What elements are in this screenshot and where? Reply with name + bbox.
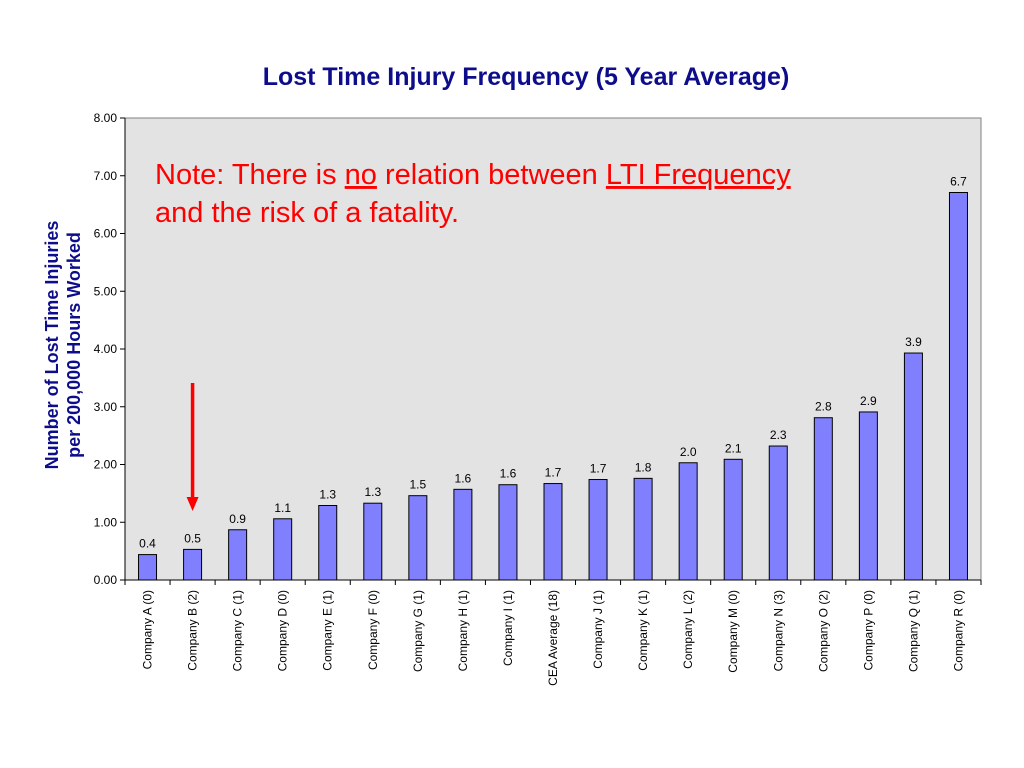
y-axis-label-line-2: per 200,000 Hours Worked: [64, 232, 84, 458]
bar-data-label: 6.7: [950, 174, 967, 188]
y-axis: 0.00 1.00 2.00 3.00 4.00 5.00 6.00 7.00 8.00: [94, 111, 126, 587]
note-segment: and the risk of a fatality.: [155, 197, 459, 229]
bar: [633, 477, 653, 581]
bar-series: [138, 191, 968, 581]
y-tick-label: 1.00: [94, 515, 118, 529]
x-tick-label: Company J (1): [591, 590, 605, 669]
x-tick-label: Company A (0): [141, 590, 155, 669]
bar: [588, 479, 608, 581]
bar: [858, 411, 878, 581]
x-tick-label: Company D (0): [276, 590, 290, 671]
y-tick-label: 5.00: [94, 284, 118, 298]
bar-data-label: 0.9: [229, 512, 246, 526]
bar: [138, 554, 158, 581]
note-segment: relation between: [377, 159, 606, 191]
x-tick-label: Company C (1): [231, 590, 245, 671]
bar-data-label: 2.9: [860, 394, 877, 408]
bar: [498, 484, 518, 581]
bar-data-label: 2.8: [815, 400, 832, 414]
bar-data-label: 3.9: [905, 335, 922, 349]
annotation-note-line-2: and the risk of a fatality.: [155, 197, 459, 229]
x-tick-label: Company N (3): [771, 590, 785, 671]
bar-data-label: 1.1: [274, 501, 291, 515]
x-tick-label: Company P (0): [861, 590, 875, 670]
y-tick-label: 0.00: [94, 573, 118, 587]
bar: [768, 445, 788, 581]
bar: [948, 191, 968, 581]
x-axis: [124, 579, 982, 585]
chart-title: Lost Time Injury Frequency (5 Year Avera…: [263, 63, 790, 91]
bar: [183, 548, 203, 581]
bar: [363, 502, 383, 581]
x-tick-label: Company I (1): [501, 590, 515, 666]
note-segment: Note: There is: [155, 159, 345, 191]
x-tick-label: Company B (2): [186, 590, 200, 671]
x-tick-label: Company E (1): [321, 590, 335, 671]
bar-data-label: 1.3: [319, 488, 336, 502]
y-tick-label: 7.00: [94, 169, 118, 183]
y-axis-label: Number of Lost Time Injuries per 200,000…: [42, 221, 84, 470]
bar: [543, 483, 563, 581]
annotation-note: Note: There is no relation between LTI F…: [155, 159, 791, 191]
bar-data-label: 1.7: [590, 462, 607, 476]
bar-data-label: 1.7: [545, 466, 562, 480]
x-tick-label: CEA Average (18): [546, 590, 560, 686]
bar: [318, 505, 338, 581]
bar-data-label: 2.0: [680, 445, 697, 459]
y-axis-label-line-1: Number of Lost Time Injuries: [42, 221, 62, 470]
x-tick-label: Company G (1): [411, 590, 425, 672]
y-tick-label: 2.00: [94, 458, 118, 472]
note-emphasis: LTI Frequency: [606, 159, 791, 191]
y-tick-label: 4.00: [94, 342, 118, 356]
x-tick-label: Company R (0): [951, 590, 965, 671]
y-tick-label: 8.00: [94, 111, 118, 125]
note-emphasis: no: [345, 159, 377, 191]
bar-data-label: 1.6: [455, 471, 472, 485]
x-tick-label: Company Q (1): [906, 590, 920, 672]
bar-data-label: 0.5: [184, 531, 201, 545]
bar: [273, 518, 293, 581]
x-tick-label: Company L (2): [681, 590, 695, 669]
x-tick-label: Company H (1): [456, 590, 470, 671]
bar-data-label: 1.6: [500, 467, 517, 481]
x-tick-labels: Company A (0) Company B (2) Company C (1) C…: [141, 590, 966, 686]
highlight-arrow: [186, 383, 199, 511]
x-tick-label: Company O (2): [816, 590, 830, 672]
bar: [678, 462, 698, 581]
bar: [723, 458, 743, 581]
bar-data-label: 1.8: [635, 460, 652, 474]
y-tick-label: 6.00: [94, 227, 118, 241]
bar-data-label: 2.3: [770, 428, 787, 442]
arrow-head: [186, 497, 199, 511]
bar: [813, 417, 833, 581]
bar: [408, 495, 428, 581]
bar: [228, 529, 248, 581]
x-tick-label: Company K (1): [636, 590, 650, 671]
bar-data-label: 2.1: [725, 441, 742, 455]
x-tick-label: Company M (0): [726, 590, 740, 673]
bar: [903, 352, 923, 581]
data-labels: 0.4 0.5 0.9 1.1 1.3 1.3 1.5 1.6 1.6 1.7 1.7 1.8 2.0 2…: [139, 174, 967, 550]
bar-data-label: 1.3: [364, 485, 381, 499]
bar-data-label: 0.4: [139, 537, 156, 551]
bar-data-label: 1.5: [409, 478, 426, 492]
y-tick-label: 3.00: [94, 400, 118, 414]
bar: [453, 488, 473, 581]
x-tick-label: Company F (0): [366, 590, 380, 670]
